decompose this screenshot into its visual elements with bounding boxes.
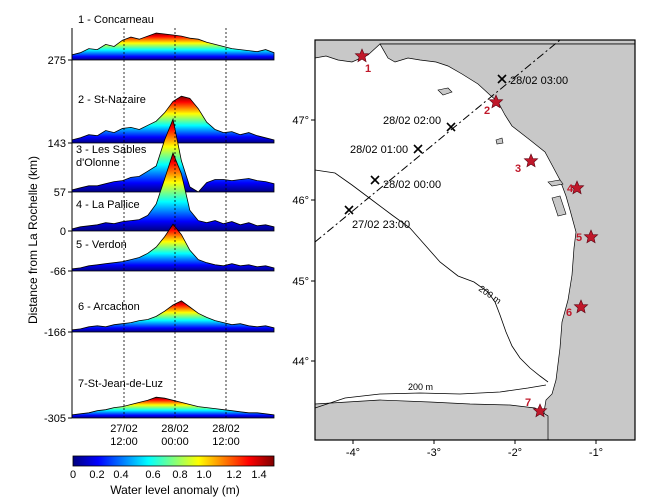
- station-label-st-nazaire: 2 - St-Nazaire: [78, 94, 146, 106]
- track-label: 28/02 00:00: [383, 179, 441, 191]
- lat-tick-labels: 47° 46° 45° 44°: [292, 115, 309, 368]
- track-label: 28/02 03:00: [510, 75, 568, 87]
- island-oleron: [551, 195, 567, 217]
- colorbar-tick-label: 1.0: [196, 469, 211, 481]
- y-axis-title: Distance from La Rochelle (km): [26, 156, 40, 324]
- map: 28/02 03:00 28/02 02:00 28/02 01:00 28/0…: [292, 39, 636, 459]
- station-star-icon: [583, 229, 599, 244]
- station-label-st-jean-de-luz: 7-St-Jean-de-Luz: [78, 378, 163, 390]
- colorbar: 0 0.2 0.4 0.6 0.8 1.0 1.2 1.4 Water leve…: [70, 455, 275, 497]
- track-label: 27/02 23:00: [352, 219, 410, 231]
- storm-position-marker: [413, 144, 423, 154]
- y-tick-label: -305: [44, 413, 66, 425]
- lon-tick-labels: -4° -3° -2° -1°: [346, 447, 603, 459]
- station-number: 4: [567, 183, 574, 195]
- station-number: 1: [365, 63, 371, 75]
- storm-position-marker: [344, 205, 354, 215]
- y-tick-label: 57: [54, 187, 66, 199]
- lat-label: 46°: [292, 195, 309, 207]
- island-yeu: [495, 137, 504, 145]
- anomaly-curve-station-7: [71, 396, 275, 419]
- station-number: 5: [576, 232, 582, 244]
- isobath-200m-spain: [315, 384, 547, 409]
- map-frame: [314, 39, 636, 441]
- island-re: [547, 179, 564, 187]
- time-tick-date: 28/02: [161, 423, 189, 435]
- station-star-icon: [523, 153, 539, 168]
- station-number: 7: [525, 397, 531, 409]
- y-tick-label: -166: [44, 327, 66, 339]
- island-belle-ile: [437, 87, 453, 96]
- panel-axes: [68, 28, 73, 419]
- anomaly-panel: 275 143 57 0 -66 -166 -305 Distance from…: [26, 14, 275, 448]
- anomaly-curve-station-6: [71, 300, 275, 333]
- station-star-icon: [354, 48, 370, 63]
- colorbar-label: Water level anomaly (m): [110, 483, 240, 497]
- lat-label: 44°: [292, 356, 309, 368]
- lon-label: -1°: [589, 447, 603, 459]
- isobath-200m-shelf: [315, 169, 549, 383]
- track-label: 28/02 01:00: [350, 144, 408, 156]
- anomaly-curve-station-1: [71, 32, 275, 61]
- time-tick-hour: 00:00: [161, 436, 189, 448]
- storm-position-marker: [370, 175, 380, 185]
- station-label-les-sables: 3 - Les Sables d'Olonne: [76, 144, 147, 169]
- time-gridlines: [123, 28, 227, 418]
- station-label-concarneau: 1 - Concarneau: [78, 14, 154, 26]
- station-star-icon: [569, 180, 585, 195]
- station-labels: 1 - Concarneau 2 - St-Nazaire 3 - Les Sa…: [76, 14, 163, 390]
- storm-position-marker: [497, 74, 507, 84]
- lon-label: -2°: [508, 447, 522, 459]
- land-spain: [315, 399, 549, 440]
- y-tick-label: -66: [50, 266, 66, 278]
- colorbar-tick-label: 1.2: [226, 469, 241, 481]
- station-number: 2: [484, 105, 490, 117]
- colorbar-tick-label: 0.6: [145, 469, 160, 481]
- colorbar-tick-label: 0.8: [172, 469, 187, 481]
- time-tick-hour: 12:00: [110, 436, 138, 448]
- colorbar-tick-label: 1.4: [251, 469, 266, 481]
- colorbar-tick-label: 0: [70, 469, 76, 481]
- track-labels: 28/02 03:00 28/02 02:00 28/02 01:00 28/0…: [350, 75, 568, 231]
- station-number: 6: [566, 307, 572, 319]
- colorbar-ticks: 0 0.2 0.4 0.6 0.8 1.0 1.2 1.4: [70, 469, 267, 481]
- station-number: 3: [515, 163, 521, 175]
- time-tick-date: 27/02: [110, 423, 138, 435]
- lat-label: 47°: [292, 115, 309, 127]
- y-tick-labels: 275 143 57 0 -66 -166 -305: [44, 55, 66, 425]
- station-label-verdon: 5 - Verdon: [76, 239, 127, 251]
- isobath-label: 200 m: [408, 382, 433, 392]
- colorbar-gradient: [72, 455, 275, 467]
- lon-label: -4°: [346, 447, 360, 459]
- colorbar-tick-label: 0.4: [113, 469, 128, 481]
- station-star-icon: [488, 94, 504, 109]
- storm-positions: [344, 74, 507, 215]
- station-star-icon: [532, 403, 548, 418]
- y-tick-label: 275: [48, 55, 66, 67]
- storm-position-marker: [446, 122, 456, 132]
- time-tick-hour: 12:00: [212, 436, 240, 448]
- y-tick-label: 0: [60, 226, 66, 238]
- time-tick-date: 28/02: [212, 423, 240, 435]
- anomaly-curve-station-4: [71, 151, 275, 232]
- lat-label: 45°: [292, 276, 309, 288]
- y-tick-label: 143: [48, 138, 66, 150]
- track-label: 28/02 02:00: [383, 115, 441, 127]
- map-axis-ticks: [311, 119, 597, 444]
- anomaly-curve-station-5: [71, 223, 275, 272]
- lon-label: -3°: [427, 447, 441, 459]
- storm-track: [315, 40, 561, 243]
- station-label-la-pallice: 4 - La Pallice: [76, 199, 140, 211]
- station-markers: 1 2 3 4 5 6 7: [354, 48, 599, 418]
- time-tick-labels: 27/02 12:00 28/02 00:00 28/02 12:00: [110, 423, 240, 448]
- station-label-arcachon: 6 - Arcachon: [78, 301, 140, 313]
- anomaly-curves: [71, 32, 275, 419]
- colorbar-tick-label: 0.2: [89, 469, 104, 481]
- station-star-icon: [573, 299, 589, 314]
